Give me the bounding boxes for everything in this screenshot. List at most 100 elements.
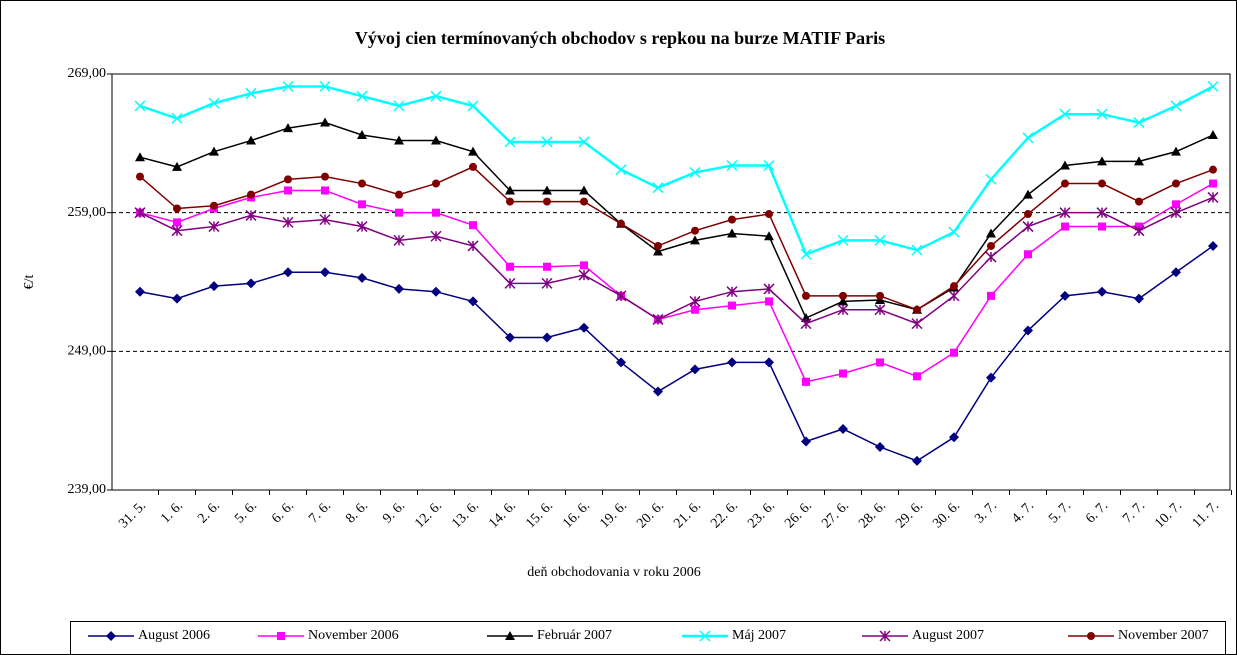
marker-shape — [358, 179, 366, 188]
marker-shape — [1059, 207, 1071, 219]
marker — [1096, 207, 1108, 219]
marker — [320, 267, 330, 278]
marker-shape — [765, 210, 773, 219]
marker-shape — [173, 218, 181, 227]
marker — [246, 135, 256, 145]
marker-shape — [950, 348, 958, 357]
marker-shape — [615, 164, 627, 176]
marker-shape — [879, 630, 891, 642]
series-line — [139, 245, 1214, 462]
marker-shape — [985, 251, 997, 263]
marker-shape — [949, 432, 959, 443]
marker-shape — [172, 293, 182, 304]
series-line — [139, 85, 1214, 256]
marker-shape — [505, 332, 515, 343]
marker — [504, 136, 516, 148]
marker — [1172, 200, 1180, 209]
marker — [1135, 197, 1143, 206]
marker-shape — [691, 305, 699, 314]
legend-label: Február 2007 — [537, 628, 612, 643]
marker-shape — [987, 291, 995, 300]
marker-shape — [691, 226, 699, 235]
marker-shape — [173, 204, 181, 213]
marker — [357, 130, 367, 140]
marker — [1098, 222, 1106, 231]
marker-shape — [284, 186, 292, 195]
marker-shape — [395, 208, 403, 217]
marker — [1059, 108, 1071, 120]
marker-shape — [210, 201, 218, 210]
marker-shape — [469, 221, 477, 230]
marker — [986, 228, 996, 238]
marker — [616, 357, 626, 368]
marker-shape — [505, 185, 515, 195]
marker-shape — [948, 290, 960, 302]
y-tick-label: 269,00 — [68, 66, 107, 81]
marker-shape — [652, 182, 664, 194]
marker — [578, 269, 590, 281]
marker — [653, 386, 663, 397]
marker-shape — [727, 357, 737, 368]
marker — [1170, 207, 1182, 219]
marker — [578, 136, 590, 148]
marker — [1133, 225, 1145, 237]
marker-shape — [432, 179, 440, 188]
marker — [395, 190, 403, 199]
marker — [1024, 250, 1032, 259]
marker — [284, 186, 292, 195]
marker — [690, 235, 700, 245]
marker — [800, 318, 812, 330]
marker — [395, 208, 403, 217]
marker-shape — [245, 87, 257, 99]
marker-shape — [985, 173, 997, 185]
marker-shape — [468, 146, 478, 156]
marker-shape — [876, 291, 884, 300]
marker — [987, 291, 995, 300]
marker — [949, 432, 959, 443]
marker-shape — [1097, 286, 1107, 297]
marker-shape — [245, 209, 257, 221]
marker — [467, 100, 479, 112]
marker — [802, 377, 810, 386]
marker — [1023, 189, 1033, 199]
marker — [1023, 325, 1033, 336]
marker-shape — [135, 152, 145, 162]
marker-shape — [506, 262, 514, 271]
series-line — [139, 196, 1214, 325]
marker — [431, 135, 441, 145]
marker-shape — [430, 230, 442, 242]
marker — [358, 200, 366, 209]
marker-shape — [653, 246, 663, 256]
marker — [394, 135, 404, 145]
marker — [1024, 210, 1032, 219]
marker — [689, 295, 701, 307]
marker — [1022, 221, 1034, 233]
marker — [617, 219, 625, 228]
legend-label: November 2006 — [308, 628, 399, 643]
marker — [765, 297, 773, 306]
marker — [950, 282, 958, 291]
marker — [874, 234, 886, 246]
marker-shape — [1022, 221, 1034, 233]
marker-shape — [839, 369, 847, 378]
marker — [173, 218, 181, 227]
marker — [283, 267, 293, 278]
marker — [209, 146, 219, 156]
marker-shape — [467, 240, 479, 252]
marker — [879, 630, 891, 642]
marker-shape — [580, 261, 588, 270]
marker — [506, 197, 514, 206]
marker — [839, 369, 847, 378]
y-tick-label: 239,00 — [68, 482, 107, 497]
marker-shape — [1209, 165, 1217, 174]
marker — [913, 372, 921, 381]
marker-shape — [1208, 240, 1218, 251]
marker — [1098, 179, 1106, 188]
marker — [173, 204, 181, 213]
marker-shape — [763, 159, 775, 172]
marker-shape — [542, 185, 552, 195]
marker-shape — [727, 228, 737, 238]
marker-shape — [246, 278, 256, 289]
marker-shape — [106, 631, 116, 641]
